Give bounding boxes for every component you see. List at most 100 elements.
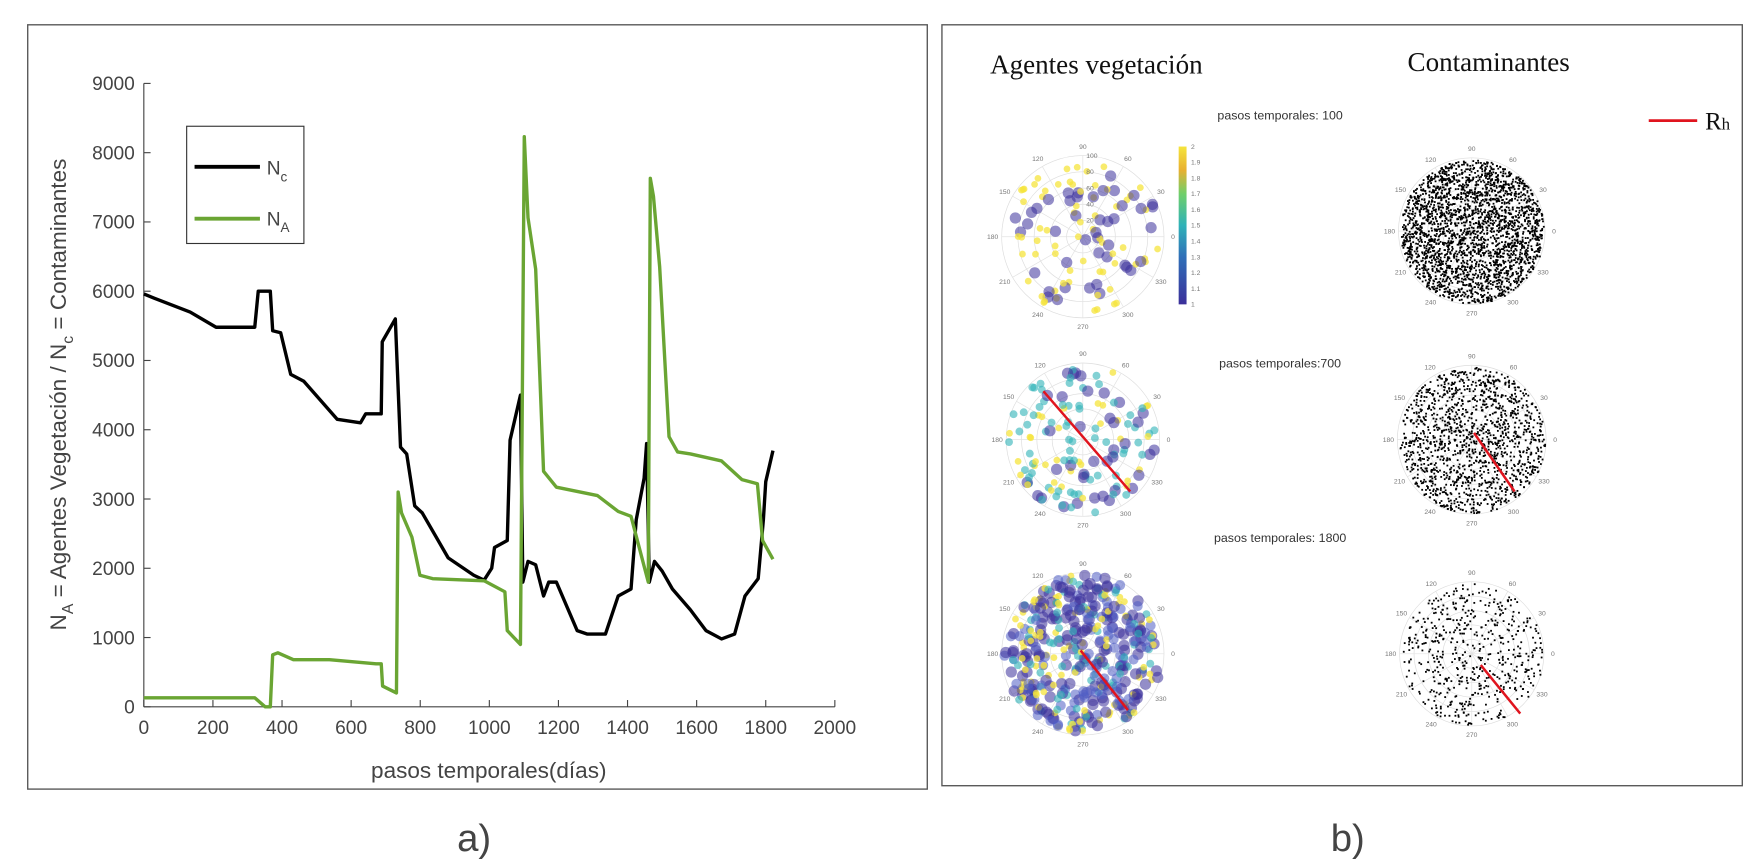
contaminant-point: [1466, 164, 1469, 167]
contaminant-point: [1528, 232, 1531, 235]
contaminant-point: [1459, 218, 1462, 221]
contaminant-point: [1446, 290, 1449, 293]
vegetation-agent-point: [1024, 277, 1032, 285]
contaminant-point: [1488, 374, 1491, 377]
contaminant-point: [1413, 215, 1416, 217]
contaminant-point: [1427, 275, 1430, 278]
contaminant-point: [1478, 239, 1480, 241]
contaminant-point: [1510, 172, 1513, 175]
contaminant-point: [1475, 432, 1478, 435]
contaminant-point: [1473, 286, 1476, 288]
contaminant-point: [1474, 282, 1477, 285]
contaminant-point: [1448, 282, 1451, 285]
contaminant-point: [1428, 281, 1430, 284]
contaminant-point: [1441, 280, 1444, 283]
contaminant-point: [1521, 269, 1524, 272]
contaminant-point: [1533, 251, 1536, 253]
contaminant-point: [1492, 260, 1495, 263]
contaminant-point: [1483, 246, 1486, 249]
contaminant-point: [1450, 427, 1452, 430]
contaminant-point: [1494, 491, 1497, 494]
contaminant-point: [1411, 248, 1413, 251]
contaminant-point: [1499, 295, 1502, 297]
contaminant-point: [1534, 439, 1537, 442]
contaminant-point: [1479, 666, 1482, 669]
contaminant-point: [1422, 234, 1425, 236]
contaminant-point: [1485, 296, 1488, 299]
contaminant-point: [1474, 301, 1477, 304]
contaminant-point: [1455, 272, 1457, 274]
y-label-part: c: [60, 336, 77, 344]
contaminant-point: [1468, 227, 1471, 230]
contaminant-point: [1534, 641, 1537, 644]
contaminant-point: [1430, 220, 1433, 223]
contaminant-point: [1478, 269, 1481, 271]
vegetation-agent-point: [1063, 165, 1071, 173]
angle-tick-label: 0: [1552, 228, 1556, 235]
contaminant-point: [1527, 244, 1529, 247]
contaminant-point: [1508, 250, 1510, 253]
contaminant-point: [1476, 456, 1478, 459]
contaminant-point: [1541, 214, 1543, 217]
contaminant-point: [1526, 247, 1529, 249]
contaminant-point: [1497, 402, 1500, 405]
contaminant-point: [1417, 458, 1420, 461]
contaminant-point: [1468, 181, 1471, 184]
contaminant-point: [1479, 223, 1481, 226]
contaminant-point: [1468, 465, 1470, 468]
contaminant-point: [1455, 168, 1458, 170]
contaminant-point: [1429, 288, 1432, 291]
contaminant-point: [1453, 430, 1456, 433]
contaminant-point: [1444, 450, 1446, 452]
contaminant-point: [1455, 210, 1458, 213]
contaminant-point: [1493, 423, 1496, 426]
contaminant-point: [1461, 198, 1464, 200]
contaminant-point: [1459, 239, 1462, 242]
angle-tick-label: 30: [1157, 606, 1165, 613]
contaminant-point: [1458, 409, 1460, 412]
contaminant-point: [1541, 420, 1544, 423]
contaminant-point: [1451, 393, 1454, 396]
vegetation-agent-point: [1088, 455, 1100, 467]
angle-tick-label: 60: [1124, 573, 1132, 580]
contaminant-point: [1436, 192, 1439, 195]
contaminant-point: [1468, 267, 1471, 270]
contaminant-point: [1504, 491, 1507, 493]
contaminant-point: [1416, 473, 1419, 476]
contaminant-point: [1512, 235, 1515, 238]
contaminant-point: [1521, 406, 1524, 409]
x-tick-label: 1000: [468, 718, 511, 739]
contaminant-point: [1443, 429, 1446, 432]
contaminant-point: [1438, 288, 1441, 291]
contaminant-point: [1463, 491, 1466, 494]
time-step-100: pasos temporales: 100: [1217, 108, 1342, 122]
contaminant-point: [1459, 421, 1462, 424]
vegetation-agent-point: [1009, 212, 1022, 224]
contaminant-point: [1447, 449, 1450, 451]
contaminant-point: [1489, 251, 1492, 253]
contaminant-point: [1473, 251, 1476, 253]
contaminant-point: [1503, 226, 1506, 229]
contaminant-point: [1416, 392, 1419, 395]
contaminant-point: [1419, 459, 1422, 462]
contaminant-point: [1442, 241, 1444, 244]
contaminant-point: [1445, 404, 1448, 407]
contaminant-point: [1470, 189, 1473, 192]
contaminant-point: [1523, 261, 1526, 264]
contaminant-point: [1456, 233, 1459, 236]
contaminant-point: [1473, 423, 1476, 425]
contaminant-point: [1464, 199, 1466, 202]
contaminant-point: [1460, 280, 1463, 283]
vegetation-agent-point: [1032, 250, 1039, 258]
contaminant-point: [1536, 244, 1539, 246]
contaminant-point: [1472, 176, 1475, 179]
contaminant-point: [1468, 177, 1470, 180]
contaminant-point: [1502, 259, 1505, 262]
contaminant-point: [1455, 258, 1458, 261]
contaminant-point: [1445, 171, 1448, 173]
contaminant-point: [1474, 388, 1476, 391]
contaminant-point: [1465, 216, 1468, 219]
contaminant-point: [1459, 476, 1462, 479]
contaminant-point: [1448, 416, 1451, 419]
contaminant-point: [1505, 498, 1507, 501]
